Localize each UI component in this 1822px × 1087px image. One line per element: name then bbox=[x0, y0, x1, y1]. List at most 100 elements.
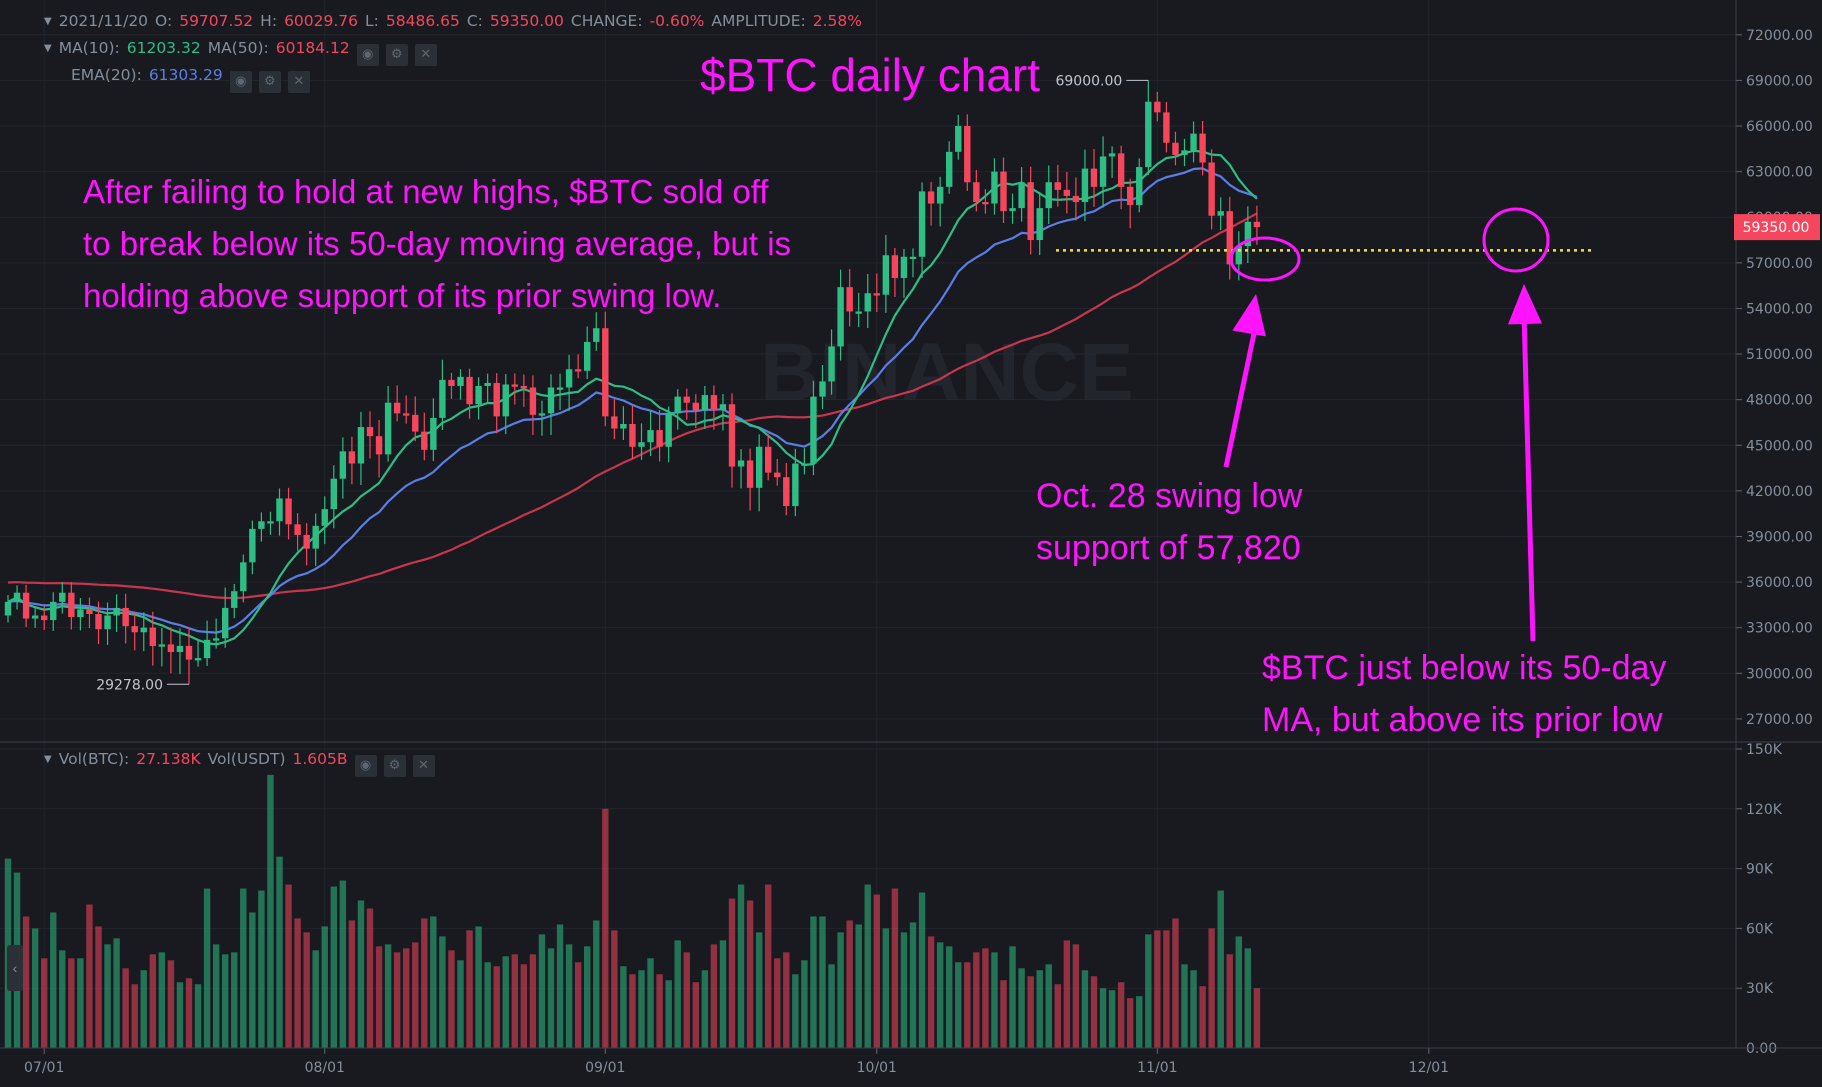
volume-bar bbox=[837, 932, 844, 1048]
gear-icon[interactable]: ⚙ bbox=[258, 71, 281, 93]
volume-bar bbox=[774, 958, 781, 1048]
collapse-caret-icon[interactable]: ▼ bbox=[44, 43, 52, 54]
volume-tick-label: 150K bbox=[1746, 742, 1783, 758]
volume-bar bbox=[203, 888, 211, 1048]
volume-bar bbox=[1000, 980, 1007, 1048]
candle-body bbox=[683, 396, 690, 403]
volume-bar bbox=[792, 974, 799, 1048]
candle-body bbox=[918, 191, 926, 257]
candle-body bbox=[828, 346, 835, 382]
candle-body bbox=[249, 528, 256, 563]
volume-bar bbox=[982, 948, 989, 1048]
volume-bar bbox=[68, 958, 75, 1048]
collapse-panel-handle[interactable]: ‹ bbox=[7, 945, 23, 991]
price-tick-label: 57000.00 bbox=[1746, 256, 1813, 272]
collapse-caret-icon[interactable]: ▼ bbox=[44, 16, 52, 27]
vol-btc-label: Vol(BTC): bbox=[58, 750, 130, 768]
volume-bar bbox=[439, 936, 446, 1048]
volume-bar bbox=[593, 920, 600, 1048]
candle-body bbox=[973, 182, 980, 203]
candle-body bbox=[1226, 211, 1233, 265]
volume-bar bbox=[104, 944, 111, 1048]
volume-bar bbox=[41, 958, 48, 1048]
ema20-value: 61303.29 bbox=[148, 66, 223, 84]
candle-body bbox=[167, 644, 175, 653]
candle-body bbox=[647, 430, 654, 443]
volume-bar bbox=[692, 982, 699, 1048]
candle-body bbox=[574, 369, 582, 372]
volume-bar bbox=[547, 948, 555, 1048]
candle-body bbox=[909, 256, 917, 260]
gear-icon[interactable]: ⚙ bbox=[385, 44, 408, 66]
volume-bar bbox=[276, 856, 283, 1048]
time-tick-label: 10/01 bbox=[857, 1060, 897, 1076]
volume-bar bbox=[1027, 976, 1034, 1048]
candle-body bbox=[393, 402, 401, 414]
ma-legend: ▼ MA(10): 61203.32 MA(50): 60184.12 ◉ ⚙ ✕ bbox=[44, 39, 444, 66]
volume-bar bbox=[529, 954, 537, 1048]
close-icon[interactable]: ✕ bbox=[414, 44, 437, 66]
candle-body bbox=[41, 615, 48, 621]
candle-body bbox=[113, 607, 120, 616]
candle-body bbox=[122, 607, 129, 627]
price-tick-label: 72000.00 bbox=[1746, 28, 1813, 44]
volume-bar bbox=[384, 944, 392, 1048]
volume-bar bbox=[900, 932, 908, 1048]
volume-bar bbox=[31, 928, 39, 1048]
candle-body bbox=[375, 436, 383, 455]
gear-icon[interactable]: ⚙ bbox=[383, 755, 406, 777]
volume-bar bbox=[828, 964, 835, 1048]
candle-body bbox=[774, 472, 781, 478]
volume-bar bbox=[493, 966, 500, 1048]
last-candle-highlight-circle bbox=[1482, 207, 1550, 273]
close-icon[interactable]: ✕ bbox=[412, 755, 435, 777]
volume-bar bbox=[330, 886, 337, 1048]
vol-usdt-label: Vol(USDT) bbox=[207, 750, 286, 768]
volume-bar bbox=[801, 960, 808, 1048]
volume-bar bbox=[294, 918, 301, 1048]
candle-body bbox=[746, 460, 754, 488]
volume-bar bbox=[1090, 976, 1098, 1048]
volume-bar bbox=[1099, 988, 1107, 1048]
candle-body bbox=[1099, 156, 1107, 187]
candle-body bbox=[602, 328, 609, 417]
candle-body bbox=[728, 404, 736, 467]
ema-legend: EMA(20): 61303.29 ◉ ⚙ ✕ bbox=[71, 66, 317, 93]
candle-body bbox=[737, 460, 745, 467]
candle-body bbox=[240, 562, 247, 592]
volume-bar bbox=[240, 888, 247, 1048]
candle-body bbox=[1072, 195, 1080, 203]
candle-body bbox=[430, 417, 437, 450]
candle-body bbox=[366, 427, 374, 437]
volume-bar bbox=[909, 922, 917, 1048]
volume-bar bbox=[810, 916, 817, 1048]
volume-bar bbox=[1190, 970, 1197, 1048]
ma10-label: MA(10): bbox=[58, 39, 120, 57]
candle-body bbox=[620, 423, 627, 429]
price-tick-label: 33000.00 bbox=[1746, 621, 1813, 637]
price-tick-label: 63000.00 bbox=[1746, 165, 1813, 181]
volume-bar bbox=[611, 930, 618, 1048]
candle-body bbox=[955, 126, 962, 152]
volume-bar bbox=[113, 938, 120, 1048]
candle-body bbox=[511, 384, 518, 387]
candle-body bbox=[31, 615, 39, 619]
vol-btc-value: 27.138K bbox=[136, 750, 201, 768]
candle-body bbox=[484, 382, 491, 386]
eye-icon[interactable]: ◉ bbox=[356, 44, 379, 66]
volume-bar bbox=[783, 952, 790, 1048]
candle-body bbox=[638, 442, 645, 447]
eye-icon[interactable]: ◉ bbox=[229, 71, 252, 93]
candle-body bbox=[194, 658, 202, 661]
close-icon[interactable]: ✕ bbox=[287, 71, 310, 93]
candle-body bbox=[421, 431, 428, 450]
candle-body bbox=[547, 387, 555, 414]
volume-bar bbox=[647, 958, 654, 1048]
volume-bar bbox=[86, 904, 93, 1048]
eye-icon[interactable]: ◉ bbox=[354, 755, 377, 777]
volume-bar bbox=[457, 960, 464, 1048]
price-tick-label: 51000.00 bbox=[1746, 347, 1813, 363]
collapse-caret-icon[interactable]: ▼ bbox=[44, 754, 52, 765]
high-label: H: bbox=[260, 12, 278, 30]
